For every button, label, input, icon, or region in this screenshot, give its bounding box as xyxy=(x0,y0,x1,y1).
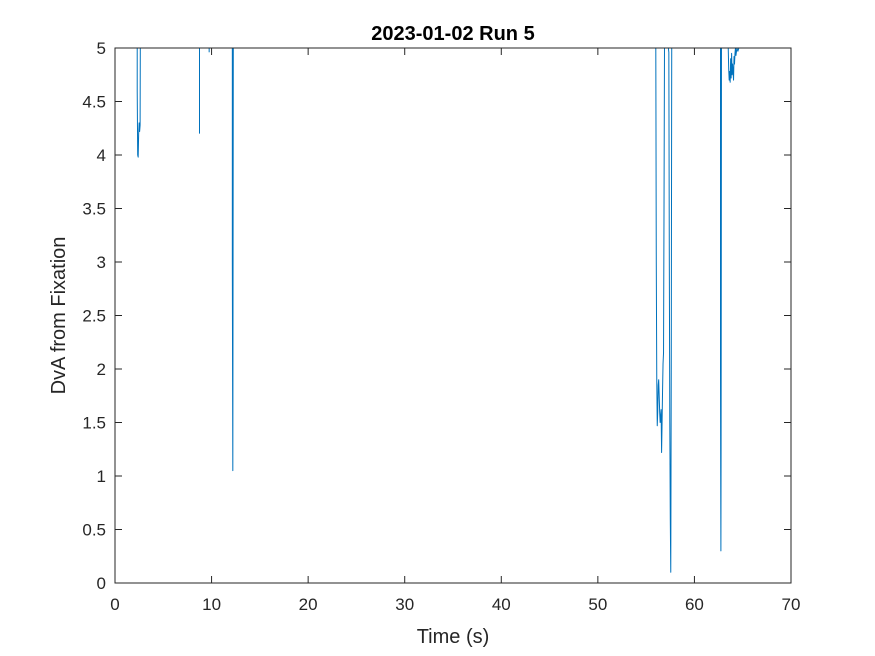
x-tick-label: 50 xyxy=(588,595,607,614)
series-line-segment xyxy=(231,48,234,472)
x-tick-label: 40 xyxy=(492,595,511,614)
x-tick-label: 10 xyxy=(202,595,221,614)
y-tick-label: 3 xyxy=(97,253,106,272)
y-tick-label: 4 xyxy=(97,146,106,165)
series-line-segment xyxy=(655,48,665,453)
x-tick-label: 70 xyxy=(782,595,801,614)
y-tick-label: 2.5 xyxy=(82,307,106,326)
y-tick-label: 1 xyxy=(97,467,106,486)
y-tick-label: 2 xyxy=(97,360,106,379)
y-tick-label: 1.5 xyxy=(82,414,106,433)
plot-area-background xyxy=(115,48,791,583)
x-tick-label: 20 xyxy=(299,595,318,614)
y-axis-label: DvA from Fixation xyxy=(48,237,70,395)
x-tick-label: 60 xyxy=(685,595,704,614)
x-tick-label: 30 xyxy=(395,595,414,614)
y-tick-label: 0.5 xyxy=(82,521,106,540)
tick-layer: 0 10 20 30 40 50 60 70 0 0.5 1 1.5 2 2.5 3 3.5 4 4.5 5 xyxy=(82,39,800,614)
series-line-segment xyxy=(720,48,722,552)
series-layer xyxy=(136,48,740,573)
series-line-segment xyxy=(727,48,740,83)
y-tick-label: 0 xyxy=(97,574,106,593)
y-tick-label: 4.5 xyxy=(82,93,106,112)
series-line-segment xyxy=(136,48,141,158)
x-tick-label: 0 xyxy=(110,595,119,614)
y-tick-label: 5 xyxy=(97,39,106,58)
y-tick-label: 3.5 xyxy=(82,200,106,219)
chart-title: 2023-01-02 Run 5 xyxy=(371,23,534,45)
series-line-segment xyxy=(667,48,673,573)
x-axis-label: Time (s) xyxy=(417,626,490,648)
